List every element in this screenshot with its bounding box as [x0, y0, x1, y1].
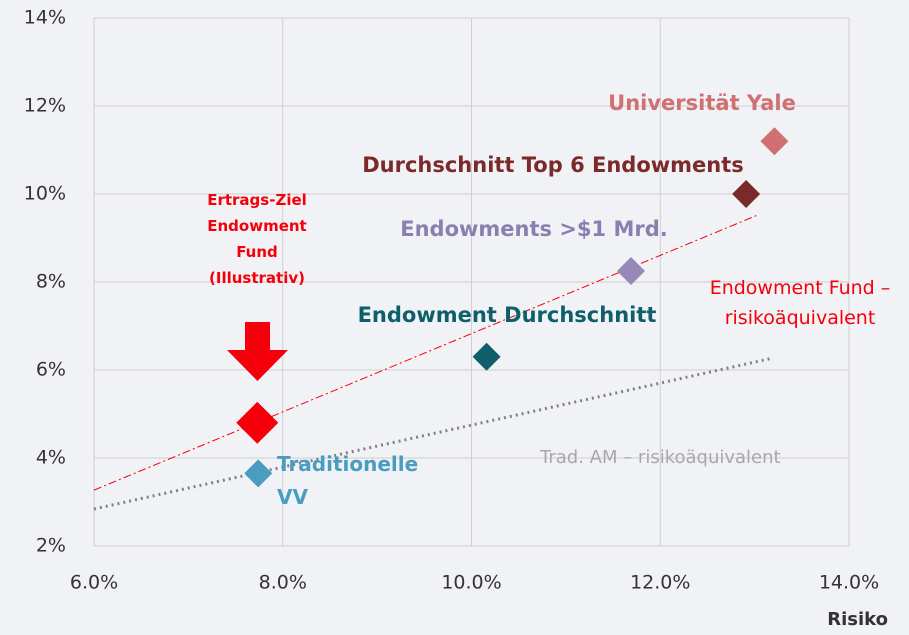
point	[244, 459, 273, 488]
y-tick-label: 12%	[24, 95, 66, 117]
y-tick-label: 6%	[36, 359, 66, 381]
x-tick-label: 10.0%	[441, 572, 501, 594]
point	[236, 401, 279, 444]
x-tick-label: 6.0%	[70, 572, 118, 594]
y-tick-label: 8%	[36, 271, 66, 293]
line-label: Trad. AM – risikoäquivalent	[539, 447, 781, 468]
point-label: Traditionelle VV	[277, 452, 418, 509]
reference-line	[93, 214, 758, 491]
x-tick-label: 8.0%	[259, 572, 307, 594]
point-label: Durchschnitt Top 6 Endowments	[362, 153, 744, 177]
y-tick-label: 4%	[36, 447, 66, 469]
point-label: Ertrags-Ziel Endowment Fund (Illustrativ)	[207, 191, 307, 287]
point-label: Endowment Durchschnitt	[358, 303, 657, 327]
point	[760, 127, 789, 156]
arrow	[227, 322, 288, 381]
reference-line	[93, 356, 773, 511]
point-label: Endowments >$1 Mrd.	[400, 217, 667, 241]
y-tick-label: 10%	[24, 183, 66, 205]
point	[616, 257, 645, 285]
point-label: Universität Yale	[608, 91, 796, 115]
line-label: Endowment Fund – risikoäquivalent	[710, 277, 891, 329]
point	[472, 342, 501, 371]
y-tick-label: 14%	[24, 7, 66, 29]
y-tick-label: 2%	[36, 535, 66, 557]
x-tick-label: 12.0%	[630, 572, 690, 594]
point	[732, 180, 761, 208]
x-tick-label: 14.0%	[819, 572, 879, 594]
x-axis-label: Risiko	[827, 609, 888, 630]
